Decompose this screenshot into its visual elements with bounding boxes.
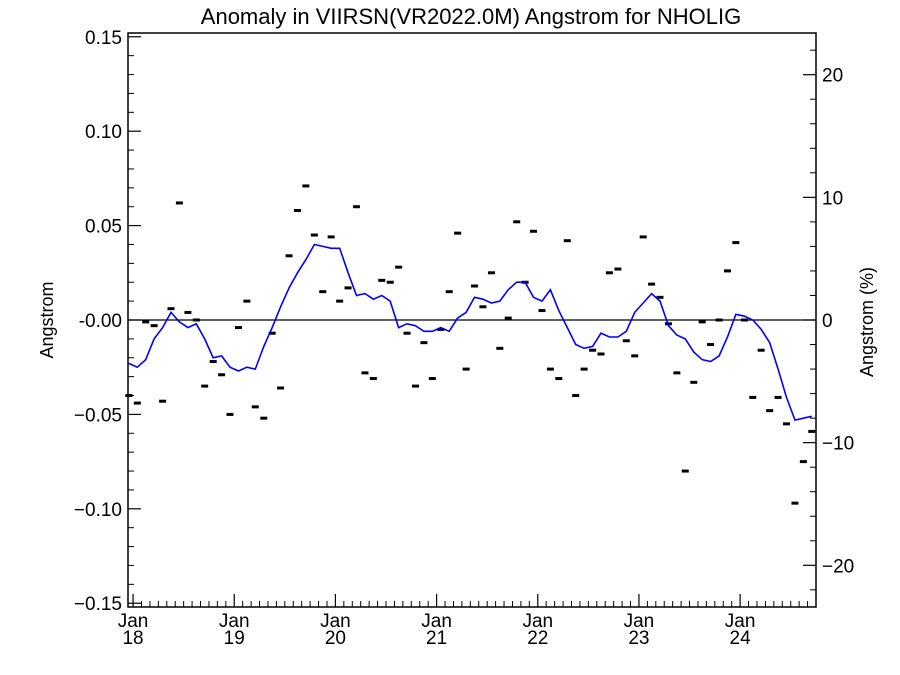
- left-tick-label: 0.15: [85, 28, 122, 49]
- y-axis-label-right: Angstrom (%): [857, 267, 877, 377]
- left-tick-label: -0.00: [79, 311, 122, 332]
- x-tick-label-month: Jan: [118, 611, 149, 632]
- x-tick-label-month: Jan: [421, 611, 452, 632]
- x-tick-label-year: 21: [426, 628, 447, 649]
- left-tick-label: −0.15: [74, 594, 122, 615]
- x-tick-label-year: 23: [628, 628, 649, 649]
- x-tick-label-month: Jan: [320, 611, 351, 632]
- x-tick-label-year: 20: [325, 628, 346, 649]
- monthly-anomaly-marks: [125, 184, 816, 505]
- x-tick-label-year: 18: [122, 628, 143, 649]
- smoothed-anomaly-line: [128, 243, 812, 422]
- right-tick-label: 10: [822, 188, 843, 209]
- y-axis-label: Angstrom: [37, 281, 57, 358]
- left-tick-label: −0.05: [74, 405, 122, 426]
- right-tick-label: −20: [822, 556, 854, 577]
- left-y-axis: −0.15 −0.10 −0.05 -0.00 0.05 0.10 0.15: [74, 28, 141, 615]
- left-tick-label: 0.05: [85, 217, 122, 238]
- minor-ticks: [128, 49, 817, 607]
- x-tick-label-year: 22: [527, 628, 548, 649]
- left-tick-label: −0.10: [74, 500, 122, 521]
- right-y-axis: −20 −10 0 10 20: [803, 66, 854, 577]
- x-tick-label-year: 24: [730, 628, 752, 649]
- x-tick-label-month: Jan: [624, 611, 655, 632]
- chart-title: Anomaly in VIIRSN(VR2022.0M) Angstrom fo…: [201, 4, 741, 29]
- x-tick-label-month: Jan: [219, 611, 250, 632]
- right-tick-label: 20: [822, 66, 843, 87]
- right-tick-label: −10: [822, 434, 854, 455]
- left-tick-label: 0.10: [85, 122, 122, 143]
- x-tick-label-year: 19: [224, 628, 245, 649]
- right-tick-label: 0: [822, 311, 833, 332]
- x-tick-label-month: Jan: [522, 611, 553, 632]
- x-tick-label-month: Jan: [725, 611, 756, 632]
